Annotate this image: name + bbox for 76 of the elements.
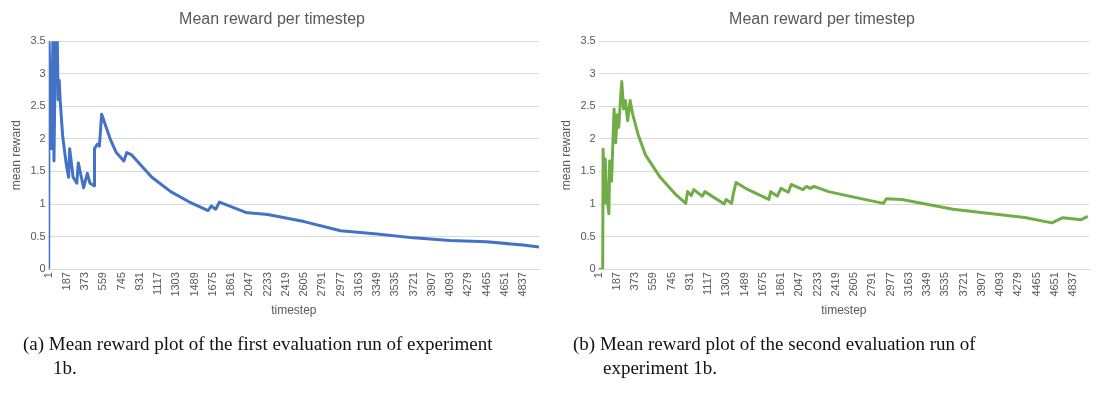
x-tick-label: 2977	[333, 272, 346, 297]
y-tick-label: 1.5	[580, 164, 596, 177]
x-tick-label: 3163	[351, 272, 364, 297]
x-tick-label: 2791	[865, 272, 878, 297]
y-tick-label: 2	[589, 131, 596, 144]
x-tick-label: 1303	[169, 272, 182, 297]
chart-title: Mean reward per timestep	[179, 10, 366, 28]
x-tick-label: 3721	[406, 272, 419, 297]
x-tick-label: 3721	[956, 272, 969, 297]
y-tick-label: 3.5	[30, 34, 46, 47]
x-tick-label: 2419	[828, 272, 841, 297]
y-tick-label: 3.5	[580, 34, 596, 47]
x-tick-label: 2233	[260, 272, 273, 297]
x-tick-label: 4465	[1029, 272, 1042, 297]
x-tick-label: 4837	[1066, 272, 1079, 297]
y-tick-label: 1	[39, 197, 46, 210]
y-tick-label: 0.5	[30, 229, 46, 242]
y-tick-label: 0	[39, 262, 46, 275]
y-tick-label: 1.5	[30, 164, 46, 177]
x-tick-label: 2791	[315, 272, 328, 297]
x-tick-label: 2047	[242, 272, 255, 297]
x-tick-label: 1489	[187, 272, 200, 297]
x-tick-label: 373	[628, 272, 641, 291]
y-tick-label: 2.5	[30, 99, 46, 112]
x-tick-label: 4093	[443, 272, 456, 297]
x-tick-label: 1675	[755, 272, 768, 297]
x-tick-label: 3349	[370, 272, 383, 297]
x-tick-label: 931	[682, 272, 695, 291]
x-tick-label: 187	[59, 272, 72, 291]
y-tick-label: 3	[589, 66, 596, 79]
x-tick-label: 1861	[224, 272, 237, 297]
x-tick-label: 4279	[1011, 272, 1024, 297]
x-tick-label: 4093	[993, 272, 1006, 297]
x-tick-label: 3349	[920, 272, 933, 297]
x-tick-label: 559	[96, 272, 109, 291]
text: (a) Mean reward plot of the first evaluation run of experiment 1b.	[22, 332, 494, 380]
x-tick-label: 2233	[810, 272, 823, 297]
chart-title: Mean reward per timestep	[729, 10, 916, 28]
y-tick-label: 0.5	[580, 229, 596, 242]
y-tick-label: 3	[39, 66, 46, 79]
x-tick-label: 4279	[461, 272, 474, 297]
x-tick-label: 559	[646, 272, 659, 291]
x-tick-label: 4651	[1047, 272, 1060, 297]
x-tick-label: 3163	[901, 272, 914, 297]
y-axis-title: mean reward	[8, 120, 23, 191]
y-tick-label: 1	[589, 197, 596, 210]
x-tick-label: 2605	[297, 272, 310, 297]
x-tick-label: 4837	[516, 272, 529, 297]
x-tick-label: 187	[609, 272, 622, 291]
x-tick-label: 1675	[205, 272, 218, 297]
x-tick-label: 1303	[719, 272, 732, 297]
x-tick-label: 2047	[792, 272, 805, 297]
x-tick-label: 1489	[737, 272, 750, 297]
x-tick-label: 3907	[974, 272, 987, 297]
y-axis-title: mean reward	[558, 120, 573, 191]
x-tick-label: 931	[132, 272, 145, 291]
text: (b) Mean reward plot of the second evaluation run of experiment 1b.	[572, 332, 977, 380]
x-tick-label: 3535	[388, 272, 401, 297]
y-tick-label: 2.5	[580, 99, 596, 112]
x-tick-label: 1861	[774, 272, 787, 297]
x-tick-label: 4651	[497, 272, 510, 297]
x-axis-title: timestep	[821, 303, 867, 318]
x-tick-label: 2605	[847, 272, 860, 297]
x-tick-label: 2977	[883, 272, 896, 297]
x-tick-label: 4465	[479, 272, 492, 297]
x-tick-label: 3907	[424, 272, 437, 297]
x-tick-label: 1117	[701, 272, 714, 295]
x-tick-label: 3535	[938, 272, 951, 297]
x-tick-label: 745	[664, 272, 677, 291]
x-axis-title: timestep	[271, 303, 317, 318]
x-tick-label: 373	[78, 272, 91, 291]
y-tick-label: 2	[39, 131, 46, 144]
y-tick-label: 0	[589, 262, 596, 275]
x-tick-label: 2419	[278, 272, 291, 297]
x-tick-label: 1117	[151, 272, 164, 295]
x-tick-label: 745	[114, 272, 127, 291]
